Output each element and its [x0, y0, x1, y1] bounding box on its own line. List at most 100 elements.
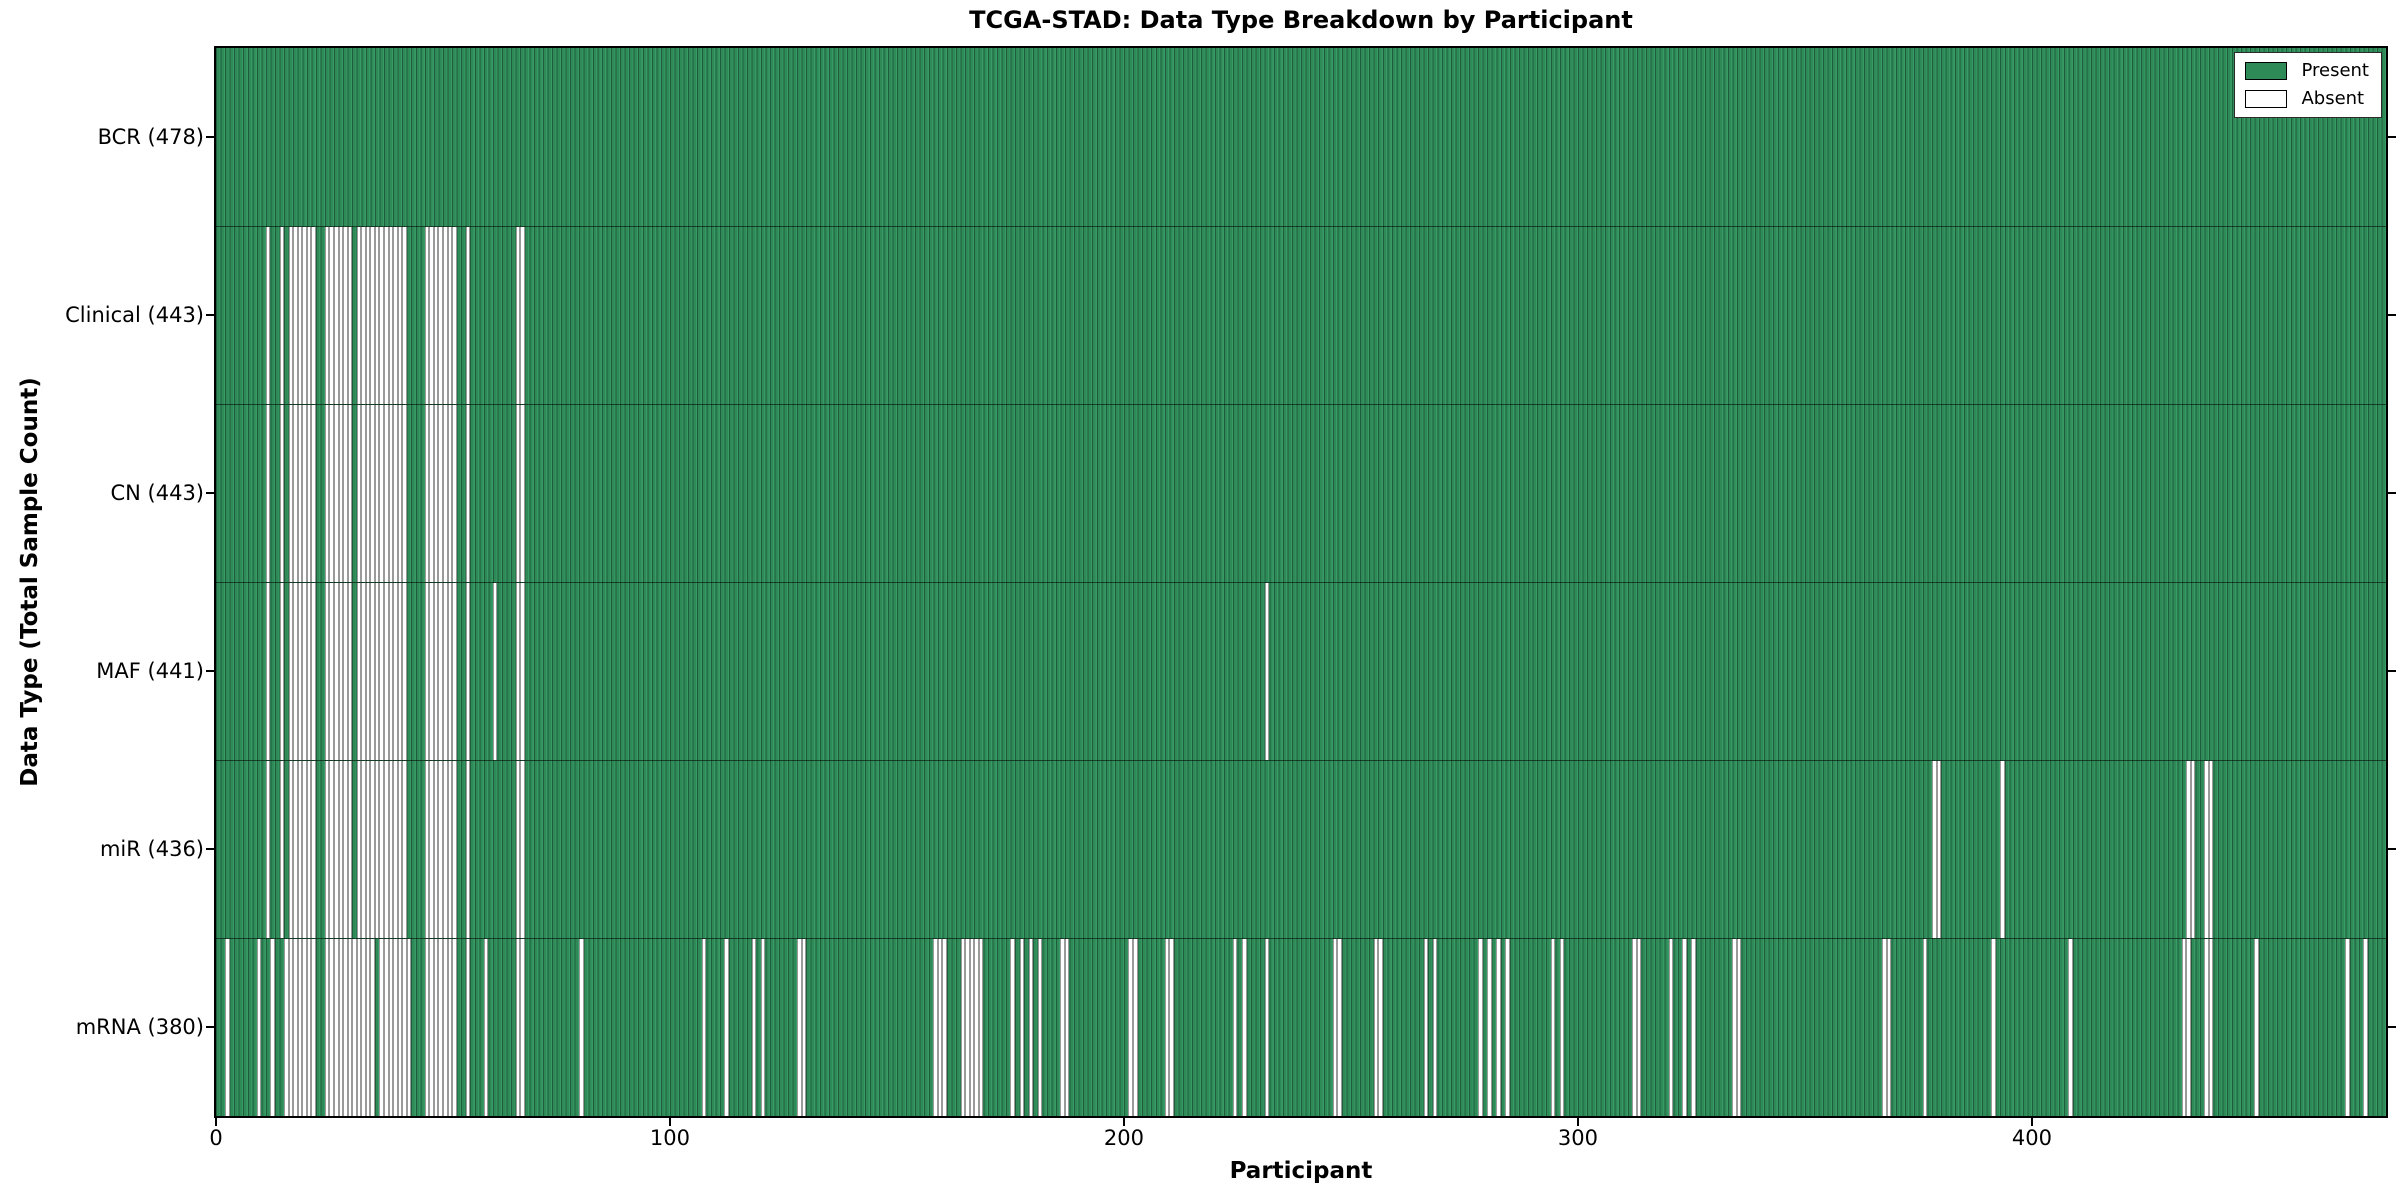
- absent-bar: [1936, 761, 1942, 938]
- absent-bar: [361, 405, 366, 582]
- absent-bar: [379, 405, 384, 582]
- absent-bar: [969, 939, 975, 1116]
- absent-bar: [424, 761, 430, 938]
- absent-bar: [1232, 939, 1238, 1116]
- absent-bar: [288, 583, 294, 760]
- absent-bar: [379, 939, 384, 1116]
- y-tick-label-mir: miR (436): [99, 837, 204, 861]
- absent-bar: [225, 939, 230, 1116]
- absent-bar: [1932, 761, 1937, 938]
- absent-bar: [447, 583, 453, 760]
- absent-bar: [393, 761, 398, 938]
- absent-bar: [406, 939, 412, 1116]
- absent-bar: [1487, 939, 1492, 1116]
- absent-bar: [343, 405, 348, 582]
- absent-bar: [942, 939, 947, 1116]
- absent-bar: [1550, 939, 1556, 1116]
- absent-bar: [701, 939, 707, 1116]
- absent-bar: [515, 405, 521, 582]
- absent-bar: [2254, 939, 2259, 1116]
- absent-bar: [302, 761, 307, 938]
- absent-bar: [483, 939, 489, 1116]
- absent-bar: [265, 583, 271, 760]
- absent-bar: [297, 939, 303, 1116]
- plot-area: Present Absent: [214, 46, 2388, 1118]
- absent-bar: [352, 939, 357, 1116]
- absent-bar: [379, 583, 384, 760]
- absent-bar: [288, 405, 294, 582]
- y-tick-right: [2386, 314, 2396, 316]
- absent-bar: [279, 583, 285, 760]
- y-tick-left: [206, 136, 216, 138]
- absent-bar: [329, 761, 335, 938]
- y-tick-label-bcr: BCR (478): [97, 125, 204, 149]
- absent-bar: [1010, 939, 1015, 1116]
- absent-bar: [2000, 761, 2005, 938]
- absent-bar: [279, 405, 285, 582]
- absent-bar: [338, 761, 344, 938]
- absent-bar: [492, 583, 498, 760]
- absent-bar: [297, 583, 303, 760]
- absent-bar: [429, 227, 434, 404]
- absent-bar: [402, 583, 407, 760]
- absent-bar: [438, 939, 443, 1116]
- absent-bar: [293, 583, 298, 760]
- absent-bar: [520, 761, 525, 938]
- absent-bar: [1505, 939, 1510, 1116]
- absent-bar: [1169, 939, 1174, 1116]
- absent-bar: [379, 227, 384, 404]
- absent-bar: [393, 939, 398, 1116]
- absent-bar: [361, 583, 366, 760]
- absent-bar: [1241, 939, 1247, 1116]
- absent-bar: [334, 939, 339, 1116]
- absent-bar: [334, 405, 339, 582]
- row-mir: [216, 760, 2386, 938]
- absent-bar: [302, 227, 307, 404]
- absent-bar: [356, 939, 362, 1116]
- y-tick-right: [2386, 136, 2396, 138]
- absent-bar: [433, 405, 439, 582]
- absent-bar: [424, 939, 430, 1116]
- absent-bar: [1337, 939, 1342, 1116]
- absent-bar: [279, 227, 285, 404]
- absent-bar: [329, 405, 335, 582]
- absent-bar: [343, 583, 348, 760]
- x-tick: [1576, 1116, 1579, 1126]
- absent-bar: [288, 939, 294, 1116]
- absent-bar: [293, 227, 298, 404]
- absent-bar: [515, 227, 521, 404]
- absent-bar: [343, 227, 348, 404]
- absent-bar: [365, 939, 371, 1116]
- absent-bar: [347, 583, 353, 760]
- absent-bar: [438, 405, 443, 582]
- absent-bar: [293, 939, 298, 1116]
- absent-bar: [374, 405, 380, 582]
- absent-bar: [324, 227, 330, 404]
- absent-bar: [324, 583, 330, 760]
- absent-bar: [515, 939, 521, 1116]
- x-tick-label-0: 0: [209, 1126, 223, 1150]
- absent-bar: [365, 761, 371, 938]
- absent-bar: [2204, 939, 2209, 1116]
- absent-bar: [933, 939, 938, 1116]
- legend: Present Absent: [2234, 52, 2382, 118]
- absent-bar: [256, 939, 262, 1116]
- absent-bar: [311, 761, 316, 938]
- absent-bar: [297, 227, 303, 404]
- absent-bar: [311, 939, 316, 1116]
- absent-bar: [429, 939, 434, 1116]
- absent-bar: [424, 405, 430, 582]
- absent-bar: [465, 405, 471, 582]
- absent-bar: [965, 939, 970, 1116]
- absent-bar: [374, 761, 380, 938]
- absent-bar: [265, 405, 271, 582]
- absent-bar: [356, 583, 362, 760]
- absent-bar: [329, 939, 335, 1116]
- absent-bar: [452, 227, 457, 404]
- y-axis-label-text: Data Type (Total Sample Count): [17, 377, 43, 787]
- absent-bar: [1378, 939, 1383, 1116]
- absent-bar: [306, 939, 312, 1116]
- absent-bar: [383, 761, 389, 938]
- absent-bar: [1922, 939, 1928, 1116]
